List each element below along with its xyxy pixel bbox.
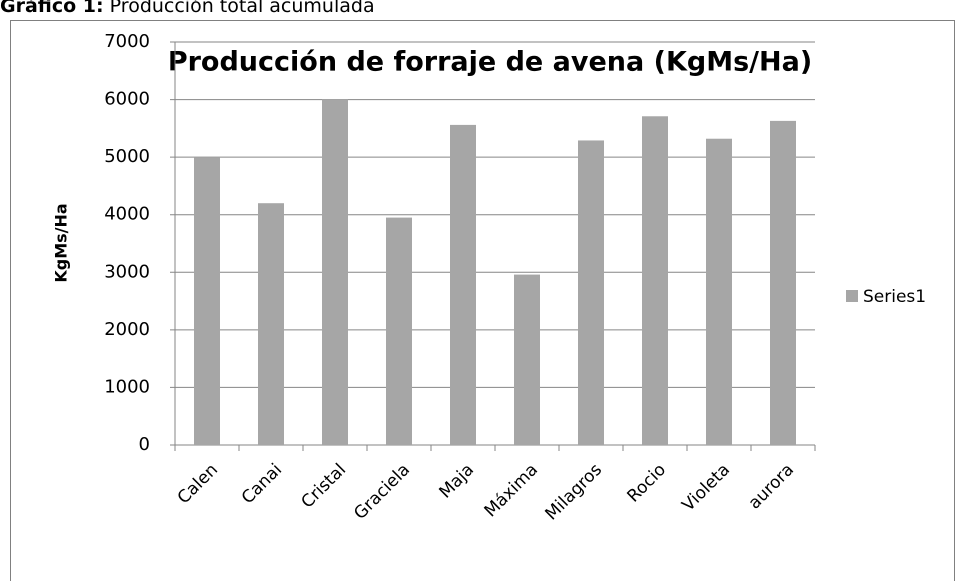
x-tick-label: Canai xyxy=(238,460,286,508)
y-tick-label: 7000 xyxy=(104,31,150,52)
bar xyxy=(194,157,220,445)
bar xyxy=(578,140,604,445)
y-tick-label: 2000 xyxy=(104,319,150,340)
x-tick-label: aurora xyxy=(745,460,798,513)
caption-text: Producción total acumulada xyxy=(110,0,375,17)
y-tick-label: 6000 xyxy=(104,89,150,110)
y-tick-label: 4000 xyxy=(104,204,150,225)
bar xyxy=(258,203,284,445)
legend-swatch xyxy=(846,290,858,302)
y-tick-label: 1000 xyxy=(104,376,150,397)
chart-border xyxy=(10,20,955,581)
caption: Gráfico 1: Producción total acumulada xyxy=(0,0,375,17)
x-tick-label: Calen xyxy=(174,460,222,508)
x-tick-label: Violeta xyxy=(678,460,734,516)
y-tick-label: 5000 xyxy=(104,146,150,167)
bar xyxy=(642,116,668,445)
x-tick-label: Milagros xyxy=(542,460,607,525)
bar xyxy=(386,217,412,445)
chart-title: Producción de forraje de avena (KgMs/Ha) xyxy=(168,47,812,78)
bar xyxy=(770,120,796,445)
y-tick-label: 0 xyxy=(139,434,150,455)
x-tick-label: Maja xyxy=(435,460,478,503)
y-axis-label: KgMs/Ha xyxy=(52,203,71,282)
bar xyxy=(514,274,540,445)
bar xyxy=(450,124,476,445)
y-tick-label: 3000 xyxy=(104,261,150,282)
x-tick-label: Rocio xyxy=(623,460,670,507)
x-tick-label: Máxima xyxy=(481,460,542,521)
bar xyxy=(322,99,348,446)
caption-label: Gráfico 1: xyxy=(0,0,104,17)
x-tick-label: Cristal xyxy=(298,460,351,513)
bar xyxy=(706,138,732,445)
x-tick-label: Graciela xyxy=(350,460,414,524)
legend-label: Series1 xyxy=(863,287,926,307)
